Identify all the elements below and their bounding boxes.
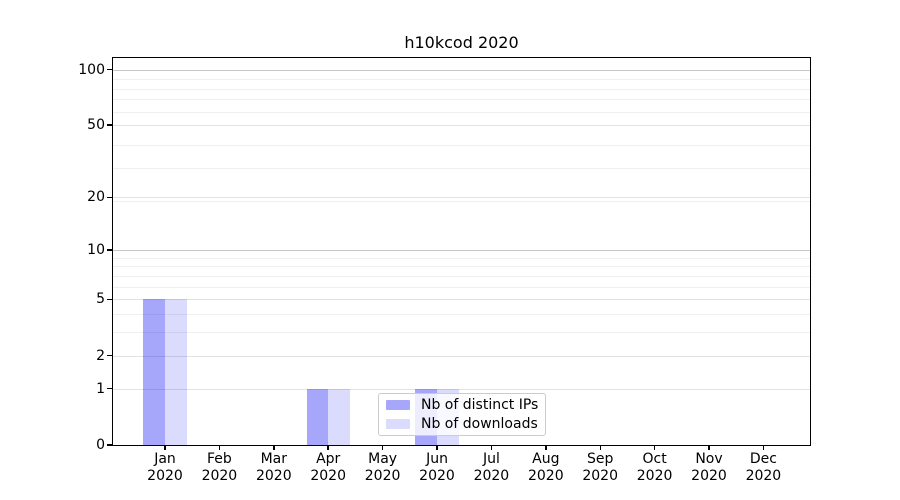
y-tick-mark <box>107 444 112 446</box>
x-tick-mark <box>708 445 710 450</box>
gridline <box>113 249 810 251</box>
bar-downloads <box>165 299 187 445</box>
gridline <box>113 299 810 301</box>
gridline <box>113 286 810 288</box>
y-tick-label: 2 <box>96 347 105 364</box>
legend-swatch-downloads <box>386 418 410 429</box>
gridline <box>113 266 810 268</box>
gridline <box>113 112 810 113</box>
gridline <box>113 197 810 199</box>
legend-swatch-distinct-ips <box>386 400 410 411</box>
gridline <box>113 144 810 146</box>
y-tick-label: 10 <box>87 241 105 258</box>
x-tick-label: Jan 2020 <box>147 451 183 484</box>
x-tick-mark <box>273 445 275 450</box>
bar-downloads <box>328 388 350 445</box>
y-tick-mark <box>107 387 112 390</box>
x-tick-mark <box>327 445 329 450</box>
x-tick-label: Nov 2020 <box>691 451 727 484</box>
gridline <box>113 99 810 101</box>
x-tick-label: Sep 2020 <box>582 451 618 484</box>
gridline <box>113 88 810 90</box>
gridline <box>113 388 810 390</box>
x-tick-mark <box>545 445 547 450</box>
bar-distinct-ips <box>143 299 165 445</box>
x-tick-mark <box>436 445 438 450</box>
y-tick-mark <box>107 298 112 300</box>
legend: Nb of distinct IPs Nb of downloads <box>378 393 546 436</box>
gridline <box>113 275 810 277</box>
x-tick-mark <box>762 445 765 450</box>
x-tick-label: Aug 2020 <box>527 451 564 484</box>
x-tick-label: Jul 2020 <box>473 451 510 484</box>
x-tick-mark <box>164 445 166 450</box>
x-tick-label: Apr 2020 <box>310 451 346 484</box>
y-tick-label: 1 <box>96 380 105 397</box>
x-tick-mark <box>218 445 221 450</box>
y-tick-label: 20 <box>87 189 105 206</box>
gridline <box>113 79 810 80</box>
gridline <box>113 201 810 203</box>
x-tick-label: May 2020 <box>364 451 401 484</box>
x-tick-label: Dec 2020 <box>745 451 782 484</box>
y-tick-mark <box>107 354 112 357</box>
gridline <box>113 257 810 259</box>
x-tick-mark <box>599 445 601 450</box>
plot-area <box>113 58 810 445</box>
y-tick-mark <box>107 68 112 71</box>
legend-item-downloads: Nb of downloads <box>379 416 545 432</box>
bar-distinct-ips <box>306 388 329 445</box>
legend-item-distinct-ips: Nb of distinct IPs <box>379 397 545 413</box>
y-tick-label: 50 <box>87 117 105 134</box>
x-tick-label: Feb 2020 <box>201 451 238 484</box>
gridline <box>113 125 810 127</box>
x-tick-mark <box>381 445 384 450</box>
gridline <box>113 332 810 334</box>
legend-label-distinct-ips: Nb of distinct IPs <box>421 397 539 414</box>
y-tick-label: 0 <box>96 437 105 453</box>
y-tick-mark <box>107 196 112 199</box>
x-tick-mark <box>653 445 656 450</box>
y-tick-mark <box>107 249 112 251</box>
y-tick-mark <box>107 124 112 126</box>
gridline <box>113 168 810 170</box>
x-tick-label: Oct 2020 <box>636 451 673 484</box>
x-tick-label: Jun 2020 <box>419 451 455 484</box>
y-tick-label: 100 <box>78 61 105 78</box>
legend-label-downloads: Nb of downloads <box>421 415 538 432</box>
gridline <box>113 314 810 316</box>
chart-title: h10kcod 2020 <box>404 33 519 52</box>
y-tick-label: 5 <box>96 291 105 308</box>
gridline <box>113 69 810 71</box>
x-tick-label: Mar 2020 <box>255 451 292 484</box>
gridline <box>113 355 810 357</box>
x-tick-mark <box>490 445 493 450</box>
